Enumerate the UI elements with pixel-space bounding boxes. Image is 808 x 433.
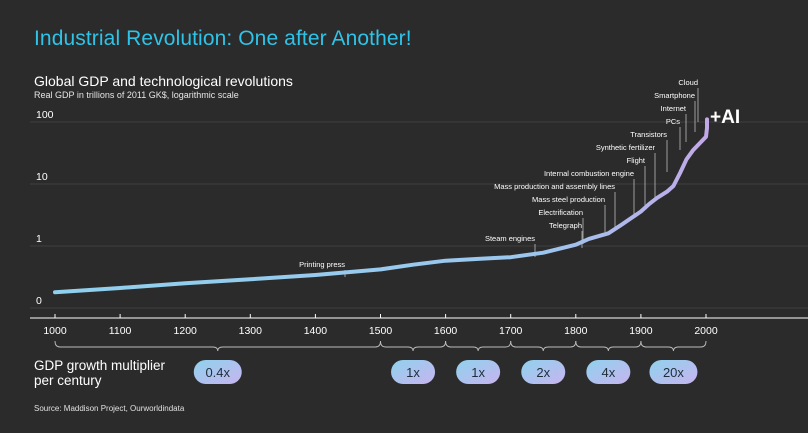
multiplier-value: 1x: [471, 365, 485, 380]
multiplier-value: 20x: [663, 365, 684, 380]
y-axis: 0 1 10 100: [36, 109, 54, 307]
annotation-label: PCs: [666, 117, 680, 126]
multiplier-pill: [391, 360, 436, 384]
chart-title: Global GDP and technological revolutions: [34, 73, 293, 89]
annotation-label: Internet: [661, 104, 687, 113]
chart-subtitle: Real GDP in trillions of 2011 GK$, logar…: [34, 90, 239, 100]
series-line: [53, 117, 709, 295]
annotation-label: Internal combustion engine: [544, 169, 634, 178]
y-tick-label: 10: [36, 171, 48, 183]
multiplier-bracket: [510, 340, 577, 352]
multiplier-pill: [521, 360, 566, 384]
x-tick-label: 1900: [629, 325, 653, 337]
x-tick-label: 1500: [369, 325, 393, 337]
y-tick-label: 100: [36, 109, 54, 121]
x-tick-label: 1000: [43, 325, 67, 337]
multiplier-pill: [456, 360, 501, 384]
multiplier-value: 2x: [536, 365, 550, 380]
gdp-line: [53, 117, 709, 295]
source-note: Source: Maddison Project, Ourworldindata: [34, 404, 185, 413]
multiplier-bracket: [54, 340, 381, 352]
y-tick-label: 1: [36, 233, 42, 245]
x-tick-label: 1700: [499, 325, 523, 337]
annotation-label: Mass production and assembly lines: [494, 182, 615, 191]
grid-lines: [30, 121, 808, 309]
x-tick-label: 1300: [239, 325, 263, 337]
multiplier-label: GDP growth multiplier per century: [34, 358, 166, 388]
ai-label: +AI: [710, 107, 740, 128]
x-tick-label: 1800: [564, 325, 588, 337]
multiplier-pill: [193, 360, 242, 384]
multiplier-pill: [586, 360, 631, 384]
annotation-label: Printing press: [299, 260, 345, 269]
annotation-label: Telegraph: [549, 221, 582, 230]
annotation-label: Mass steel production: [532, 195, 605, 204]
annotations: Printing press Steam engines Telegraph Elec…: [299, 78, 699, 277]
multiplier-pill: [649, 360, 698, 384]
multiplier-bracket: [575, 340, 642, 352]
x-tick-label: 1400: [304, 325, 328, 337]
y-tick-label: 0: [36, 295, 42, 307]
multiplier-bracket: [640, 340, 707, 352]
x-tick-label: 1100: [109, 325, 132, 337]
multiplier-bracket: [380, 340, 447, 352]
x-axis: 1000 1100 1200 1300 1400 1500 1600 1700 1800 1900…: [30, 314, 808, 337]
multiplier-value: 1x: [406, 365, 420, 380]
annotation-label: Steam engines: [485, 234, 535, 243]
multiplier-value: 4x: [601, 365, 615, 380]
annotation-label: Electrification: [538, 208, 583, 217]
annotation-label: Transistors: [630, 130, 667, 139]
multiplier-value: 0.4x: [205, 365, 230, 380]
annotation-label: Synthetic fertilizer: [596, 143, 656, 152]
multiplier-brackets: 0.4x 1x 1x 2x 4x 20x: [54, 340, 707, 384]
multiplier-bracket: [445, 340, 512, 352]
annotation-label: Smartphone: [654, 91, 695, 100]
page-title: Industrial Revolution: One after Another…: [34, 27, 412, 50]
annotation-label: Flight: [627, 156, 646, 165]
annotation-label: Cloud: [678, 78, 698, 87]
x-tick-label: 1600: [434, 325, 458, 337]
x-tick-label: 1200: [174, 325, 198, 337]
x-tick-label: 2000: [694, 325, 718, 337]
